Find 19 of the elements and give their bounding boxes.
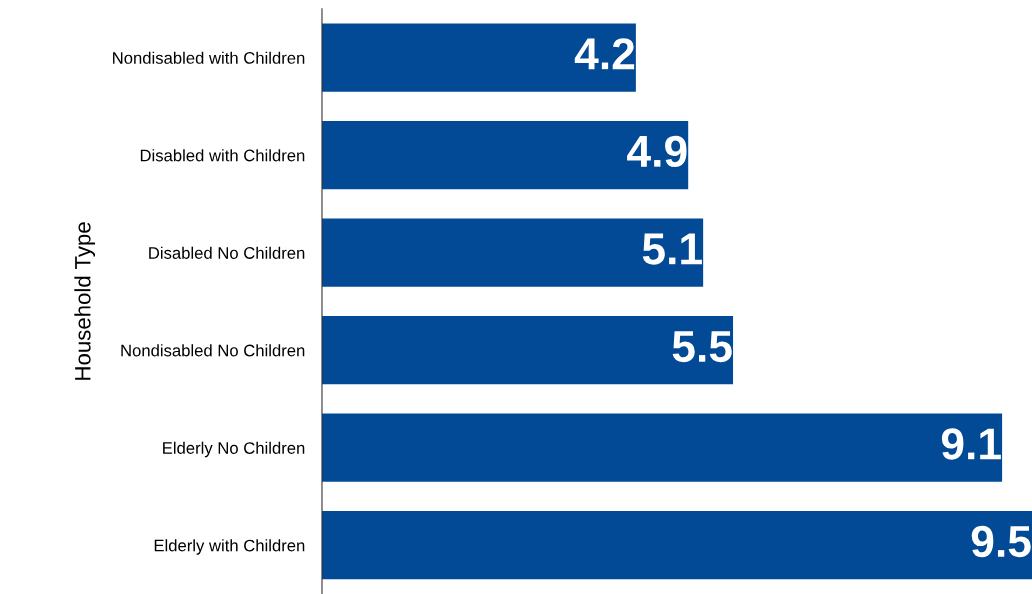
y-tick-label: Disabled No Children	[149, 246, 305, 259]
data-label: 5.1	[642, 233, 702, 265]
bar	[321, 23, 636, 92]
y-tick-label: Elderly No Children	[163, 441, 305, 458]
data-label: 4.9	[627, 135, 687, 168]
bar	[321, 121, 689, 190]
data-label: 4.2	[574, 38, 635, 70]
y-axis-title: Household Type	[74, 222, 96, 380]
y-tick-label: Disabled with Children	[140, 149, 305, 162]
y-tick-label: Nondisabled No Children	[121, 344, 305, 357]
bar	[321, 218, 704, 287]
y-tick-label: Nondisabled with Children	[113, 51, 305, 64]
bar	[321, 316, 734, 385]
data-label: 5.5	[672, 331, 732, 363]
bar	[321, 511, 1032, 580]
data-label: 9.1	[941, 428, 1001, 460]
data-label: 9.5	[971, 525, 1031, 558]
bar	[321, 413, 1003, 482]
y-tick-label: Elderly with Children	[154, 539, 305, 555]
